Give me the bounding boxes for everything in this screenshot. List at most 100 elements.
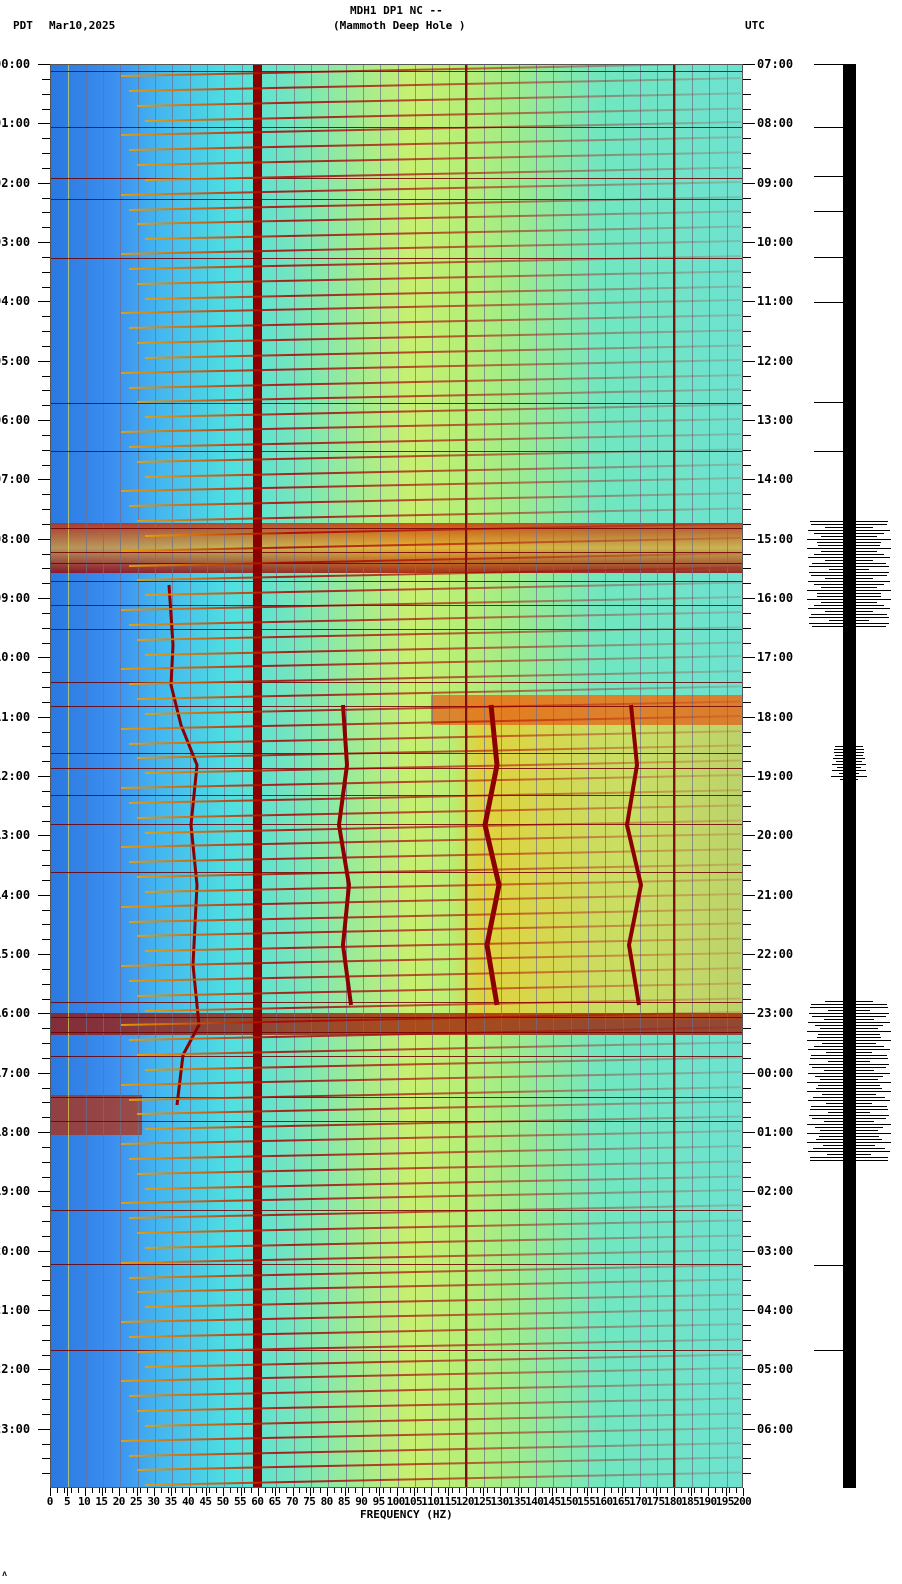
left-tick xyxy=(42,449,50,451)
artifact-line xyxy=(51,1263,742,1265)
left-tick xyxy=(42,1117,50,1119)
left-tick xyxy=(42,642,50,644)
left-hour-label: 09:00 xyxy=(0,591,31,605)
left-hour-label: 01:00 xyxy=(0,116,31,131)
right-tick xyxy=(743,182,755,184)
seismogram-wiggle xyxy=(832,764,866,766)
freq-tick xyxy=(535,1488,537,1496)
left-tick xyxy=(42,1458,50,1460)
seismogram-wiggle xyxy=(814,553,884,555)
right-tick xyxy=(743,375,751,377)
left-tick xyxy=(42,434,50,436)
left-hour-label: 19:00 xyxy=(0,1184,31,1199)
freq-label: 165 xyxy=(611,1495,631,1508)
spectrogram-plot xyxy=(50,64,743,1488)
right-tick xyxy=(743,657,755,659)
freq-tick xyxy=(230,1488,232,1493)
freq-tick xyxy=(202,1488,204,1493)
seismogram-wiggle xyxy=(820,1079,878,1081)
freq-tick xyxy=(320,1488,322,1493)
left-tick xyxy=(42,1221,50,1222)
seismogram-wiggle xyxy=(815,1076,883,1078)
freq-tick xyxy=(67,1488,69,1496)
left-tick xyxy=(42,865,50,866)
freq-tick xyxy=(188,1488,190,1496)
gridline xyxy=(588,65,590,1487)
seismogram-wiggle xyxy=(807,529,891,531)
freq-label: 30 xyxy=(147,1495,160,1508)
left-tick xyxy=(42,523,50,525)
right-tick xyxy=(743,286,751,288)
freq-label: 130 xyxy=(490,1495,510,1508)
seismogram-wiggle xyxy=(811,574,887,576)
seismogram-wiggle xyxy=(809,1058,889,1060)
seismogram-wiggle xyxy=(808,1115,890,1117)
freq-tick xyxy=(244,1488,246,1493)
freq-tick xyxy=(517,1488,519,1496)
freq-tick xyxy=(486,1488,488,1493)
seismogram-hour-mark xyxy=(814,1350,844,1351)
seismogram-wiggle xyxy=(810,1106,888,1108)
freq-tick xyxy=(725,1488,727,1496)
seismogram-wiggle xyxy=(807,1022,891,1024)
seismogram-wiggle xyxy=(834,746,864,748)
right-tick xyxy=(743,627,751,629)
right-hour-label: 01:00 xyxy=(757,1125,794,1139)
freq-tick xyxy=(292,1488,294,1496)
right-tick xyxy=(743,390,751,392)
gridline xyxy=(328,65,330,1487)
freq-tick xyxy=(379,1488,381,1496)
freq-tick xyxy=(458,1488,460,1493)
seismogram-wiggle xyxy=(825,610,873,612)
freq-tick xyxy=(56,1488,58,1493)
left-tick xyxy=(42,167,50,169)
freq-tick xyxy=(604,1488,606,1496)
right-tick xyxy=(743,405,751,407)
left-tick xyxy=(38,420,50,421)
left-tick xyxy=(42,687,50,688)
freq-tick xyxy=(209,1488,211,1493)
right-tick xyxy=(743,1013,755,1015)
gridline xyxy=(137,65,139,1487)
seismogram-wiggle xyxy=(808,1049,890,1051)
freq-label: 115 xyxy=(438,1495,458,1508)
freq-tick xyxy=(694,1488,696,1493)
left-hour-label: 15:00 xyxy=(0,947,31,961)
freq-tick xyxy=(652,1488,654,1493)
seismogram-wiggle xyxy=(809,520,889,522)
right-tick xyxy=(743,108,751,110)
freq-tick xyxy=(472,1488,474,1493)
artifact-line xyxy=(51,824,742,826)
right-tick xyxy=(743,301,755,303)
seismogram-wiggle xyxy=(837,767,861,769)
freq-tick xyxy=(313,1488,315,1493)
right-hour-label: 09:00 xyxy=(757,175,794,190)
freq-tick xyxy=(240,1488,242,1496)
right-tick xyxy=(743,894,755,896)
right-tick xyxy=(743,64,755,65)
freq-label: 65 xyxy=(268,1495,282,1508)
freq-tick xyxy=(645,1488,647,1493)
freq-tick xyxy=(548,1488,550,1493)
freq-tick xyxy=(413,1488,415,1496)
left-tick xyxy=(38,657,50,659)
freq-tick xyxy=(382,1488,384,1493)
event-band-evening xyxy=(51,1095,142,1135)
seismogram-wiggle xyxy=(812,1118,886,1120)
seismogram-wiggle xyxy=(817,541,881,543)
freq-tick xyxy=(389,1488,391,1493)
seismogram-wiggle xyxy=(818,1085,880,1087)
seismogram-wiggle xyxy=(828,619,870,621)
seismogram-wiggle xyxy=(807,580,891,582)
left-tick xyxy=(42,568,50,570)
freq-label: 140 xyxy=(525,1495,544,1508)
left-hour-label: 17:00 xyxy=(0,1065,31,1080)
freq-tick xyxy=(618,1488,620,1493)
seismogram-wiggle xyxy=(824,559,874,561)
seismogram-wiggle xyxy=(813,1046,885,1048)
left-tick xyxy=(42,1473,50,1475)
left-tick xyxy=(42,1413,50,1415)
freq-tick xyxy=(587,1488,589,1496)
seismogram-wiggle xyxy=(821,535,877,537)
left-tick xyxy=(38,1072,50,1074)
